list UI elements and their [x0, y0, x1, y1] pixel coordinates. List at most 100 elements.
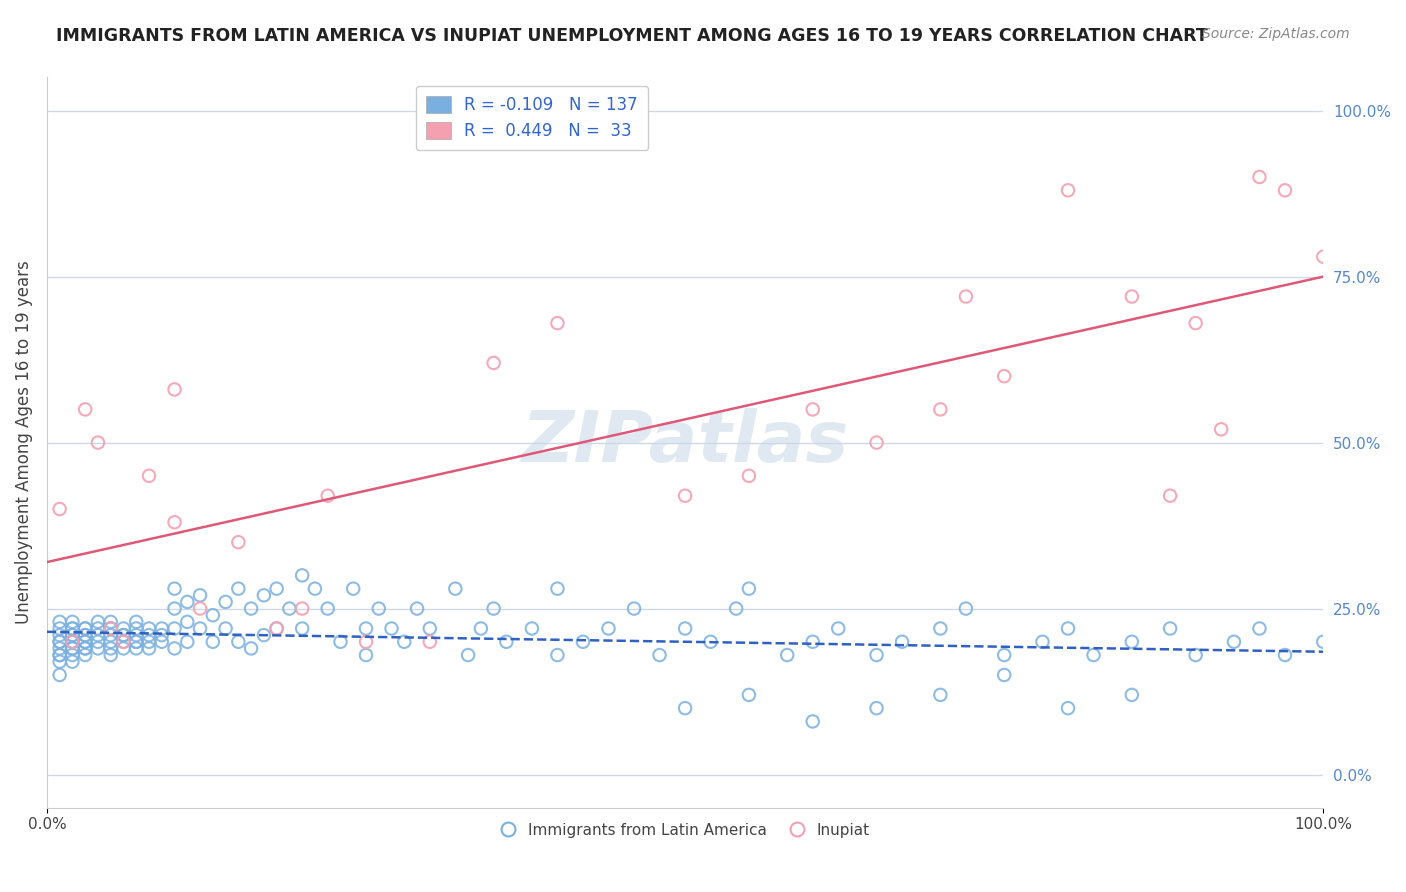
Point	[112, 622, 135, 636]
Point	[228, 582, 250, 596]
Point	[48, 628, 70, 642]
Point	[125, 634, 148, 648]
Point	[955, 289, 977, 303]
Point	[48, 655, 70, 669]
Point	[62, 622, 84, 636]
Point	[62, 648, 84, 662]
Point	[48, 634, 70, 648]
Point	[546, 582, 568, 596]
Point	[75, 634, 97, 648]
Point	[62, 615, 84, 629]
Point	[48, 668, 70, 682]
Point	[1211, 422, 1233, 436]
Point	[673, 701, 696, 715]
Point	[929, 622, 952, 636]
Point	[394, 634, 416, 648]
Point	[48, 615, 70, 629]
Point	[125, 628, 148, 642]
Point	[291, 601, 314, 615]
Point	[163, 515, 186, 529]
Point	[572, 634, 595, 648]
Point	[163, 383, 186, 397]
Point	[150, 634, 173, 648]
Point	[827, 622, 849, 636]
Text: Source: ZipAtlas.com: Source: ZipAtlas.com	[1202, 27, 1350, 41]
Point	[87, 634, 110, 648]
Point	[100, 628, 122, 642]
Point	[62, 634, 84, 648]
Point	[546, 648, 568, 662]
Point	[266, 582, 288, 596]
Point	[75, 628, 97, 642]
Point	[62, 634, 84, 648]
Point	[100, 622, 122, 636]
Point	[291, 622, 314, 636]
Point	[291, 568, 314, 582]
Point	[62, 641, 84, 656]
Point	[100, 641, 122, 656]
Point	[304, 582, 326, 596]
Point	[278, 601, 301, 615]
Point	[738, 688, 761, 702]
Point	[112, 628, 135, 642]
Point	[598, 622, 620, 636]
Point	[1249, 169, 1271, 184]
Point	[163, 601, 186, 615]
Point	[865, 701, 887, 715]
Point	[100, 634, 122, 648]
Point	[699, 634, 721, 648]
Point	[648, 648, 671, 662]
Point	[150, 628, 173, 642]
Point	[1159, 622, 1181, 636]
Point	[100, 622, 122, 636]
Point	[482, 356, 505, 370]
Point	[188, 588, 211, 602]
Point	[1121, 289, 1143, 303]
Point	[1312, 250, 1334, 264]
Point	[62, 628, 84, 642]
Point	[354, 634, 377, 648]
Point	[673, 489, 696, 503]
Point	[188, 601, 211, 615]
Point	[75, 648, 97, 662]
Point	[214, 595, 236, 609]
Point	[1274, 183, 1296, 197]
Point	[100, 622, 122, 636]
Point	[266, 622, 288, 636]
Point	[1031, 634, 1053, 648]
Point	[138, 468, 160, 483]
Point	[495, 634, 517, 648]
Point	[993, 668, 1015, 682]
Point	[163, 641, 186, 656]
Point	[865, 648, 887, 662]
Point	[150, 622, 173, 636]
Point	[62, 634, 84, 648]
Point	[48, 634, 70, 648]
Point	[1057, 622, 1080, 636]
Point	[316, 489, 339, 503]
Point	[738, 582, 761, 596]
Point	[112, 628, 135, 642]
Point	[1121, 688, 1143, 702]
Point	[380, 622, 402, 636]
Point	[48, 502, 70, 516]
Point	[48, 648, 70, 662]
Point	[419, 634, 441, 648]
Point	[546, 316, 568, 330]
Point	[929, 688, 952, 702]
Point	[993, 648, 1015, 662]
Point	[1121, 634, 1143, 648]
Point	[1184, 316, 1206, 330]
Point	[75, 628, 97, 642]
Point	[1159, 489, 1181, 503]
Point	[62, 634, 84, 648]
Point	[62, 655, 84, 669]
Point	[520, 622, 543, 636]
Point	[138, 622, 160, 636]
Y-axis label: Unemployment Among Ages 16 to 19 years: Unemployment Among Ages 16 to 19 years	[15, 260, 32, 624]
Point	[738, 468, 761, 483]
Point	[163, 582, 186, 596]
Point	[87, 615, 110, 629]
Point	[163, 622, 186, 636]
Point	[623, 601, 645, 615]
